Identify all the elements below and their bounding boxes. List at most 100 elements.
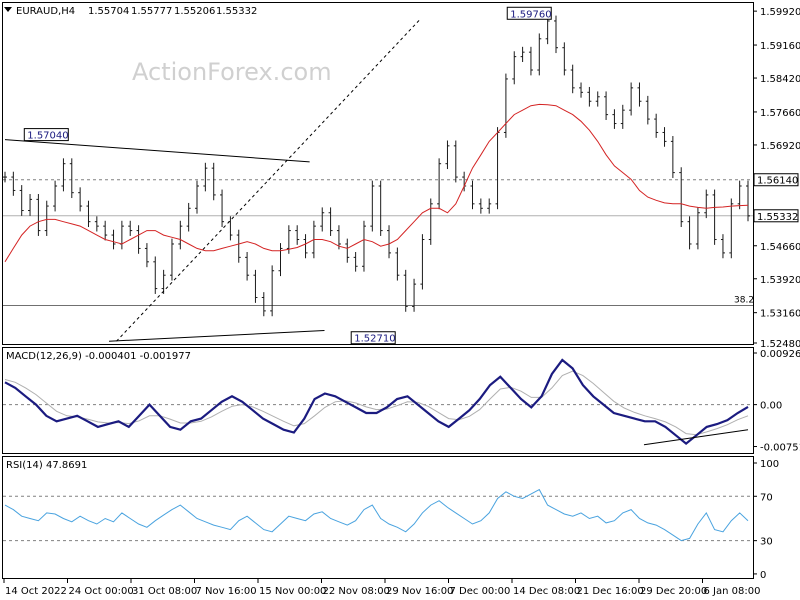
candle	[412, 278, 417, 312]
candle	[236, 229, 241, 263]
candle	[720, 234, 725, 259]
candle	[19, 185, 24, 216]
ohlc-high: 1.55777	[131, 6, 172, 17]
dropdown-triangle-icon[interactable]	[4, 7, 12, 12]
price-tick-label: 1.59160	[760, 41, 800, 52]
time-tick-label: 21 Dec 16:00	[577, 586, 644, 597]
time-tick-label: 7 Dec 00:00	[450, 586, 511, 597]
trendline[interactable]	[116, 17, 422, 342]
candle	[253, 269, 258, 303]
trendline[interactable]	[108, 330, 325, 342]
ohlc-low: 1.55206	[174, 6, 215, 17]
candle	[679, 167, 684, 228]
price-label-box: 1.57040	[23, 128, 69, 142]
candle	[144, 243, 149, 268]
candle	[3, 171, 7, 183]
candle	[11, 171, 16, 196]
candle	[470, 180, 475, 210]
rsi-tick-label: 0	[760, 570, 766, 581]
macd-support-line	[643, 429, 749, 446]
price-label-text: 1.52710	[354, 334, 395, 345]
candle	[36, 194, 41, 236]
macd-tick-label: -0.007517	[760, 443, 800, 454]
macd-axis: 0.009263 0.00 -0.007517	[753, 349, 800, 454]
price-label-box: 1.59760	[506, 6, 552, 20]
candle	[128, 220, 133, 236]
time-tick-label: 14 Oct 2022	[5, 586, 67, 597]
candle	[595, 91, 600, 107]
price-tick-label: 1.53920	[760, 275, 800, 286]
price-tick-label: 1.57660	[760, 108, 800, 119]
candle	[737, 180, 742, 210]
macd-signal-line	[4, 370, 749, 436]
candle	[503, 73, 508, 138]
candle	[746, 180, 750, 222]
trendline[interactable]	[4, 139, 310, 163]
candle	[453, 140, 458, 183]
candle	[520, 46, 525, 62]
candle	[336, 225, 341, 250]
macd-panel-frame	[2, 347, 754, 454]
candle	[512, 51, 517, 85]
macd-main-line	[4, 358, 749, 446]
candle	[295, 225, 300, 245]
time-tick-label: 6 Jan 08:00	[704, 586, 761, 597]
candle	[487, 198, 492, 214]
candle	[562, 42, 567, 76]
candle	[612, 109, 617, 129]
price-tick-label: 1.53160	[760, 309, 800, 320]
candle	[61, 158, 66, 192]
price-flag: 1.56140	[753, 173, 799, 187]
rsi-tick-label: 30	[760, 537, 773, 548]
candle	[161, 269, 166, 294]
candle	[645, 95, 650, 125]
time-tick-label: 31 Oct 08:00	[132, 586, 197, 597]
candle	[528, 46, 533, 76]
candle	[28, 194, 33, 216]
candle	[695, 207, 700, 250]
candle	[261, 292, 266, 317]
candle	[637, 82, 642, 107]
price-label-box: 1.52710	[350, 331, 396, 345]
price-tick-label: 1.58420	[760, 74, 800, 85]
candle	[670, 136, 675, 178]
time-tick-label: 15 Nov 00:00	[259, 586, 326, 597]
rsi-tick-label: 70	[760, 492, 773, 503]
rsi-title: RSI(14) 47.8691	[6, 460, 87, 471]
candle	[629, 82, 634, 116]
candle	[704, 189, 709, 219]
candle	[195, 180, 200, 214]
time-tick-label: 7 Nov 16:00	[196, 586, 257, 597]
candle	[420, 234, 425, 290]
price-label-text: 1.59760	[510, 9, 551, 20]
rsi-line	[4, 488, 749, 542]
macd-title: MACD(12,26,9) -0.000401 -0.001977	[6, 351, 191, 362]
candle	[69, 158, 74, 199]
candle	[662, 127, 667, 147]
candle	[178, 220, 183, 250]
candle	[729, 198, 734, 259]
rsi-axis: 100 70 30 0	[753, 459, 779, 581]
candle	[545, 15, 550, 45]
candle	[345, 238, 350, 263]
candle	[620, 104, 625, 129]
candle	[654, 113, 659, 138]
price-axis: 1.59920 1.59160 1.58420 1.57660 1.56920 1.546…	[753, 7, 800, 350]
rsi-panel-frame	[2, 456, 754, 579]
macd-tick-label: 0.00	[760, 401, 782, 412]
candle	[687, 216, 692, 250]
fib-level-label: 38.2	[734, 296, 754, 306]
ohlc-open: 1.55704	[88, 6, 129, 17]
macd-tick-label: 0.009263	[760, 349, 800, 360]
price-label-text: 1.57040	[27, 131, 68, 142]
time-tick-label: 14 Dec 08:00	[513, 586, 580, 597]
candle	[278, 243, 283, 277]
candle	[537, 33, 542, 76]
candle	[712, 189, 717, 245]
candle	[303, 234, 308, 259]
candle	[403, 269, 408, 312]
price-tick-label: 1.56920	[760, 141, 800, 152]
candle	[136, 225, 141, 254]
